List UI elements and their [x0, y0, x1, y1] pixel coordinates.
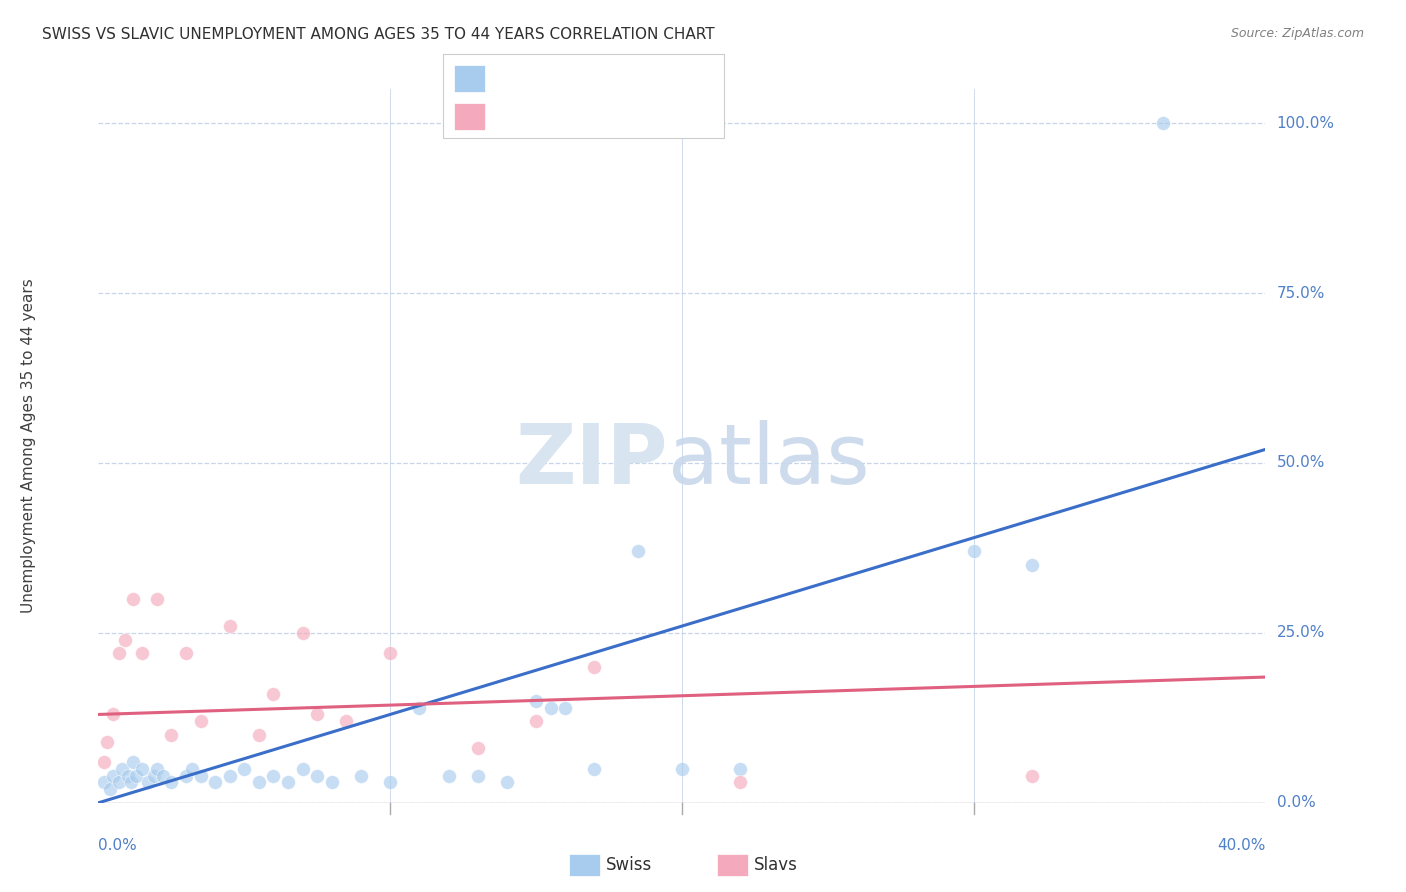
- Point: [627, 544, 650, 558]
- Point: [180, 762, 202, 776]
- Point: [262, 687, 284, 701]
- Point: [131, 646, 153, 660]
- Point: [307, 769, 329, 783]
- Text: 25.0%: 25.0%: [1277, 625, 1324, 640]
- Point: [583, 660, 606, 674]
- Point: [233, 762, 256, 776]
- Point: [247, 728, 270, 742]
- Point: [120, 775, 142, 789]
- Point: [962, 544, 984, 558]
- Point: [122, 591, 145, 606]
- Point: [730, 762, 752, 776]
- Text: 0.0%: 0.0%: [98, 838, 138, 854]
- Point: [467, 741, 489, 756]
- Point: [335, 714, 357, 729]
- Text: ZIP: ZIP: [516, 420, 668, 500]
- Text: 100.0%: 100.0%: [1277, 116, 1334, 131]
- Point: [378, 775, 402, 789]
- Point: [160, 728, 183, 742]
- Point: [131, 762, 153, 776]
- Point: [190, 714, 212, 729]
- Point: [93, 775, 115, 789]
- Point: [152, 769, 174, 783]
- Point: [495, 775, 517, 789]
- Point: [122, 755, 145, 769]
- Point: [218, 619, 240, 633]
- Point: [174, 646, 197, 660]
- Point: [262, 769, 284, 783]
- Point: [174, 769, 197, 783]
- Point: [321, 775, 343, 789]
- Point: [108, 775, 131, 789]
- Point: [730, 775, 752, 789]
- Text: Unemployment Among Ages 35 to 44 years: Unemployment Among Ages 35 to 44 years: [21, 278, 35, 614]
- Point: [117, 769, 139, 783]
- Text: R = 0.662   N = 43: R = 0.662 N = 43: [496, 70, 654, 88]
- Point: [350, 769, 373, 783]
- Point: [142, 769, 165, 783]
- Point: [540, 700, 562, 714]
- Point: [291, 626, 314, 640]
- Point: [524, 694, 547, 708]
- Point: [554, 700, 576, 714]
- Point: [125, 769, 148, 783]
- Point: [101, 707, 124, 722]
- Point: [247, 775, 270, 789]
- Point: [98, 782, 121, 797]
- Point: [111, 762, 134, 776]
- Point: [277, 775, 299, 789]
- Point: [524, 714, 547, 729]
- Text: Source: ZipAtlas.com: Source: ZipAtlas.com: [1230, 27, 1364, 40]
- Text: 40.0%: 40.0%: [1218, 838, 1265, 854]
- Point: [101, 769, 124, 783]
- Point: [467, 769, 489, 783]
- Point: [146, 762, 169, 776]
- Point: [1021, 769, 1043, 783]
- Point: [190, 769, 212, 783]
- Point: [291, 762, 314, 776]
- Point: [583, 762, 606, 776]
- Text: 75.0%: 75.0%: [1277, 285, 1324, 301]
- Point: [114, 632, 136, 647]
- Point: [108, 646, 131, 660]
- Text: 0.0%: 0.0%: [1277, 796, 1316, 810]
- Text: 50.0%: 50.0%: [1277, 456, 1324, 470]
- Text: SWISS VS SLAVIC UNEMPLOYMENT AMONG AGES 35 TO 44 YEARS CORRELATION CHART: SWISS VS SLAVIC UNEMPLOYMENT AMONG AGES …: [42, 27, 714, 42]
- Point: [408, 700, 430, 714]
- Point: [136, 775, 159, 789]
- Text: Slavs: Slavs: [754, 855, 797, 874]
- Point: [160, 775, 183, 789]
- Point: [437, 769, 460, 783]
- Text: Swiss: Swiss: [606, 855, 652, 874]
- Point: [1021, 558, 1043, 572]
- Point: [1152, 116, 1174, 130]
- Point: [93, 755, 115, 769]
- Point: [204, 775, 226, 789]
- Point: [378, 646, 402, 660]
- Point: [307, 707, 329, 722]
- Point: [218, 769, 240, 783]
- Point: [671, 762, 693, 776]
- Text: atlas: atlas: [668, 420, 869, 500]
- Point: [146, 591, 169, 606]
- Point: [96, 734, 118, 748]
- Text: R = 0.071   N = 33: R = 0.071 N = 33: [496, 108, 654, 126]
